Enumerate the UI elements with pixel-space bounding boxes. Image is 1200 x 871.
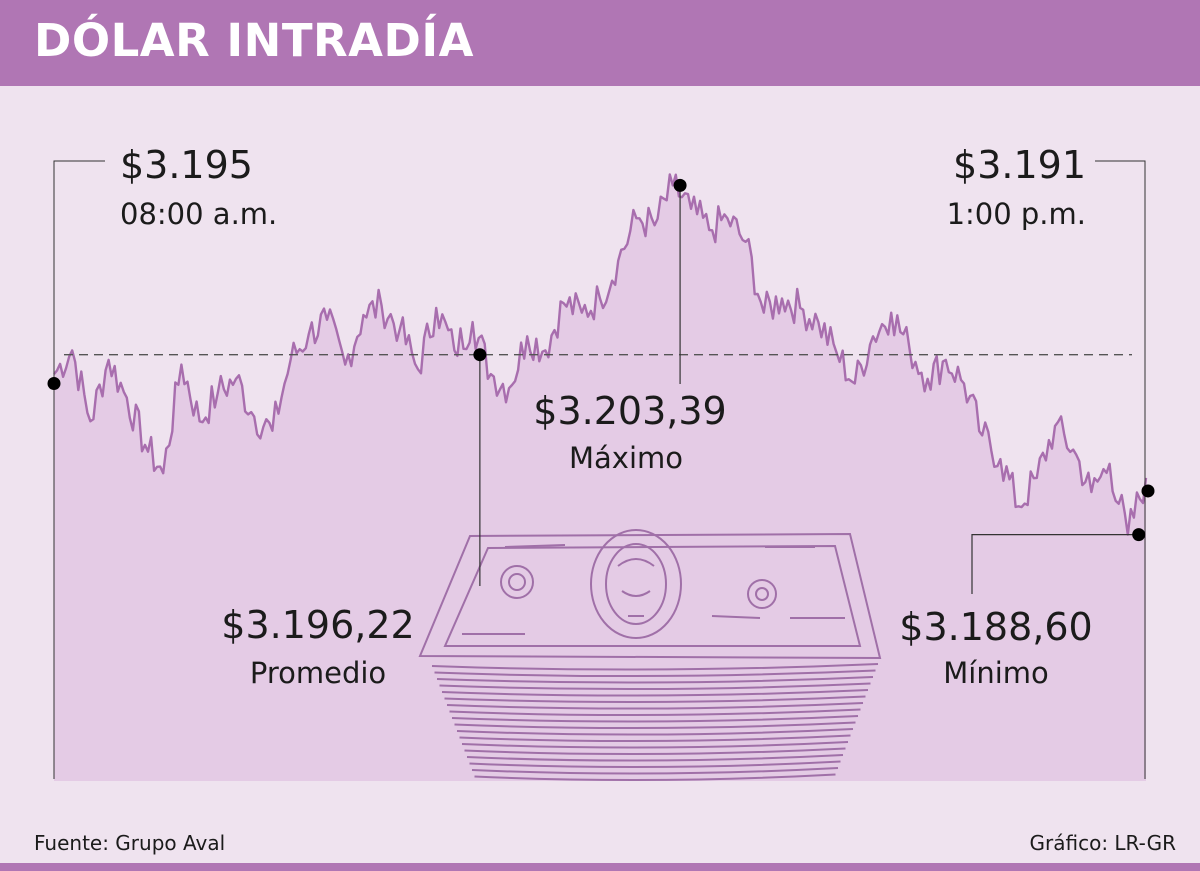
- open-time: 08:00 a.m.: [120, 197, 278, 231]
- open-leader: [53, 160, 105, 779]
- avg-marker: [473, 348, 487, 362]
- max-label: Máximo: [568, 441, 684, 475]
- max-marker: [673, 178, 687, 192]
- min-label: Mínimo: [943, 656, 1049, 690]
- avg-label: Promedio: [249, 656, 387, 690]
- open-marker: [47, 377, 61, 390]
- close-value: $3.191: [953, 143, 1086, 187]
- credit-note: Gráfico: LR-GR: [1029, 831, 1176, 855]
- footer-bar: [0, 863, 1200, 871]
- price-line: [53, 173, 1148, 536]
- min-marker: [1132, 528, 1146, 542]
- close-leader: [1095, 160, 1146, 779]
- source-note: Fuente: Grupo Aval: [34, 831, 226, 855]
- avg-value: $3.196,22: [221, 603, 415, 647]
- chart-title: DÓLAR INTRADÍA: [34, 14, 474, 67]
- price-area: [54, 174, 1146, 781]
- header-bar: DÓLAR INTRADÍA: [0, 0, 1200, 86]
- close-marker: [1141, 484, 1155, 498]
- max-value: $3.203,39: [533, 389, 727, 433]
- open-value: $3.195: [120, 143, 253, 187]
- dollar-bill-stack-icon: [418, 529, 882, 782]
- min-value: $3.188,60: [899, 605, 1093, 649]
- intraday-chart: [47, 160, 1155, 782]
- min-leader: [971, 534, 1139, 594]
- close-time: 1:00 p.m.: [946, 197, 1086, 231]
